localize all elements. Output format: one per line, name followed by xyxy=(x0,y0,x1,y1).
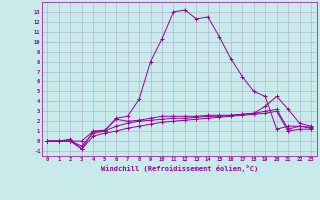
X-axis label: Windchill (Refroidissement éolien,°C): Windchill (Refroidissement éolien,°C) xyxy=(100,165,258,172)
